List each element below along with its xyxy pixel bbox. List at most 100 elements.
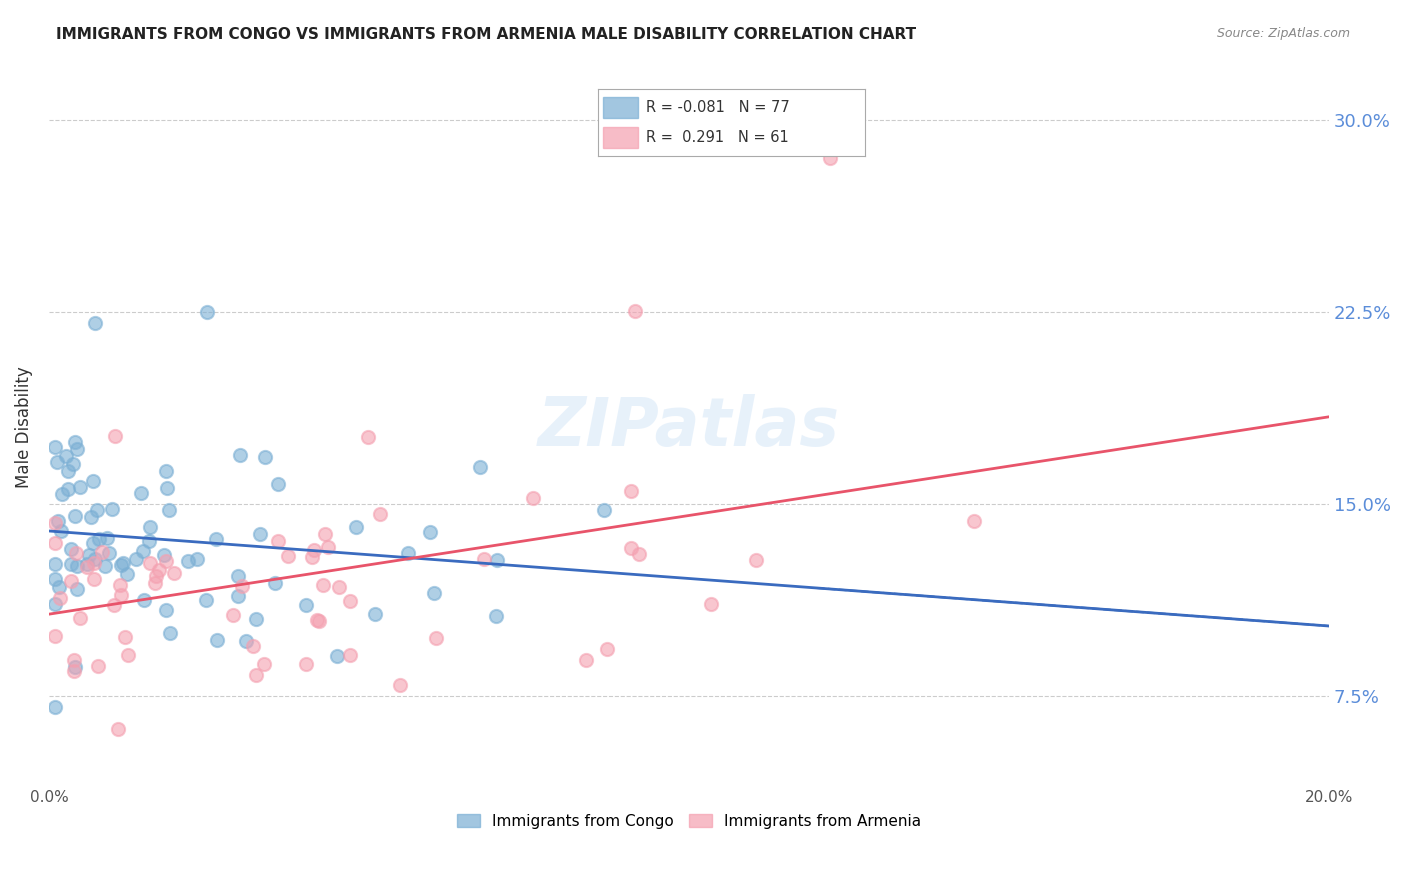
- Point: [155, 554, 177, 568]
- Point: [69, 611, 91, 625]
- Point: [295, 598, 318, 612]
- Point: [83, 572, 105, 586]
- Point: [82, 535, 104, 549]
- Point: [596, 641, 619, 656]
- Point: [339, 648, 361, 662]
- Point: [307, 613, 329, 627]
- Point: [344, 520, 367, 534]
- Point: [49, 524, 72, 538]
- Point: [364, 607, 387, 621]
- Point: [277, 549, 299, 563]
- Point: [58, 464, 80, 478]
- Point: [423, 585, 446, 599]
- Point: [110, 589, 132, 603]
- Point: [46, 514, 69, 528]
- Point: [114, 631, 136, 645]
- Point: [62, 457, 84, 471]
- Point: [163, 566, 186, 581]
- Point: [177, 554, 200, 568]
- Point: [221, 608, 243, 623]
- Point: [263, 576, 285, 591]
- Point: [153, 548, 176, 562]
- Point: [63, 435, 86, 450]
- Point: [44, 536, 66, 550]
- Y-axis label: Male Disability: Male Disability: [15, 366, 32, 488]
- Point: [66, 442, 89, 457]
- Point: [94, 559, 117, 574]
- Point: [195, 304, 218, 318]
- Point: [207, 633, 229, 648]
- Point: [368, 507, 391, 521]
- Point: [55, 449, 77, 463]
- Point: [186, 552, 208, 566]
- Point: [522, 491, 544, 506]
- Point: [249, 527, 271, 541]
- Point: [84, 551, 107, 566]
- Point: [326, 648, 349, 663]
- Point: [312, 578, 335, 592]
- Point: [44, 440, 66, 454]
- Point: [155, 603, 177, 617]
- Point: [157, 502, 180, 516]
- Point: [357, 429, 380, 443]
- Point: [389, 677, 412, 691]
- Text: IMMIGRANTS FROM CONGO VS IMMIGRANTS FROM ARMENIA MALE DISABILITY CORRELATION CHA: IMMIGRANTS FROM CONGO VS IMMIGRANTS FROM…: [56, 27, 917, 42]
- Point: [195, 592, 218, 607]
- Point: [76, 560, 98, 574]
- Point: [620, 483, 643, 498]
- Point: [242, 639, 264, 653]
- Point: [83, 557, 105, 571]
- Point: [818, 151, 841, 165]
- Point: [108, 578, 131, 592]
- Point: [104, 429, 127, 443]
- Point: [82, 474, 104, 488]
- Point: [254, 450, 277, 464]
- Point: [101, 502, 124, 516]
- Point: [89, 532, 111, 546]
- Point: [245, 612, 267, 626]
- Point: [60, 574, 83, 589]
- Point: [132, 544, 155, 558]
- Point: [98, 546, 121, 560]
- Point: [628, 547, 651, 561]
- Text: ZIPatlas: ZIPatlas: [538, 393, 839, 459]
- Point: [87, 659, 110, 673]
- Point: [96, 531, 118, 545]
- Point: [226, 589, 249, 603]
- Point: [226, 569, 249, 583]
- Point: [44, 572, 66, 586]
- Point: [45, 455, 67, 469]
- Point: [66, 582, 89, 596]
- Text: R =  0.291   N = 61: R = 0.291 N = 61: [645, 130, 789, 145]
- Point: [58, 482, 80, 496]
- Legend: Immigrants from Congo, Immigrants from Armenia: Immigrants from Congo, Immigrants from A…: [450, 807, 927, 835]
- Point: [138, 534, 160, 549]
- Point: [159, 625, 181, 640]
- Bar: [603, 127, 638, 148]
- Point: [470, 459, 492, 474]
- Point: [110, 558, 132, 573]
- Point: [138, 556, 160, 570]
- Point: [143, 576, 166, 591]
- Point: [485, 608, 508, 623]
- Point: [63, 664, 86, 678]
- Point: [267, 533, 290, 548]
- Point: [620, 541, 643, 556]
- Point: [107, 722, 129, 736]
- Point: [486, 553, 509, 567]
- Point: [229, 448, 252, 462]
- Point: [575, 653, 598, 667]
- Point: [65, 546, 87, 560]
- Point: [63, 653, 86, 667]
- Point: [115, 567, 138, 582]
- Point: [148, 563, 170, 577]
- Point: [205, 532, 228, 546]
- Point: [63, 509, 86, 524]
- Point: [59, 542, 82, 557]
- Text: Source: ZipAtlas.com: Source: ZipAtlas.com: [1216, 27, 1350, 40]
- Bar: [603, 96, 638, 118]
- Point: [266, 477, 288, 491]
- Point: [245, 668, 267, 682]
- Point: [231, 579, 253, 593]
- Point: [235, 633, 257, 648]
